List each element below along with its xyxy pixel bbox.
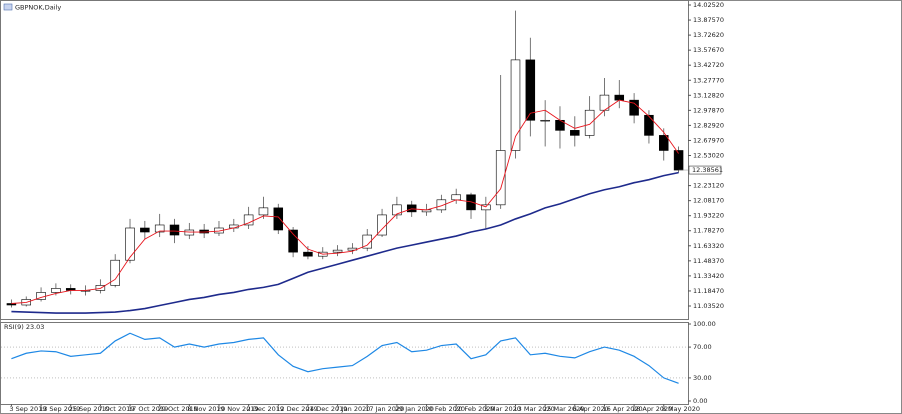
- y-tick-label: 11.03520: [693, 302, 724, 310]
- y-tick-label: 12.53020: [693, 151, 724, 159]
- y-tick-label: 13.72620: [693, 31, 724, 39]
- y-tick-label: 11.48370: [693, 257, 724, 265]
- candle-body: [466, 194, 476, 211]
- rsi-line: [11, 332, 679, 384]
- moving-average: [11, 171, 679, 314]
- candle-body: [436, 199, 447, 211]
- x-tick-label: 12 Dec 2019: [276, 405, 318, 413]
- x-tick-label: 8 Nov 2019: [187, 405, 225, 413]
- y-tick-label: 100.00: [693, 320, 716, 328]
- x-tick-label: 20 Nov 2019: [217, 405, 259, 413]
- candle-body: [584, 109, 595, 136]
- candle-body: [154, 224, 165, 233]
- x-tick-label: 24 Dec 2019: [306, 405, 348, 413]
- candle-body: [540, 119, 550, 122]
- candle-body: [644, 114, 654, 136]
- y-tick-label: 12.08170: [693, 197, 724, 205]
- x-tick-label: 6 Apr 2020: [573, 405, 609, 413]
- candle-body: [243, 214, 254, 226]
- candle-body: [495, 150, 506, 206]
- candle-body: [362, 234, 372, 249]
- candle-body: [510, 59, 521, 151]
- rsi-panel: [0, 322, 689, 405]
- x-tick-label: 3 Sep 2019: [9, 405, 46, 413]
- x-tick-label: 28 Apr 2020: [632, 405, 672, 413]
- y-tick-label: 13.12820: [693, 91, 724, 99]
- y-tick-label: 11.33420: [693, 272, 724, 280]
- y-tick-label: 11.93220: [693, 212, 724, 220]
- candle-body: [184, 229, 195, 236]
- x-tick-label: 20 Feb 2020: [454, 405, 494, 413]
- y-tick-label: 70.00: [693, 343, 712, 351]
- candle-body: [525, 59, 536, 121]
- candle-body: [570, 130, 580, 136]
- y-tick-label: 11.63320: [693, 242, 724, 250]
- x-tick-label: 3 Mar 2020: [484, 405, 521, 413]
- y-tick-label: 13.57670: [693, 46, 724, 54]
- symbol-icon: [3, 3, 13, 11]
- y-tick-label: 13.42720: [693, 61, 724, 69]
- candle-body: [288, 229, 298, 253]
- x-tick-label: 8 May 2020: [662, 405, 700, 413]
- candle-body: [614, 94, 625, 101]
- last-price-box: [688, 165, 722, 175]
- x-tick-label: 25 Sep 2019: [69, 405, 110, 413]
- candle-body: [125, 227, 135, 261]
- candle-body: [140, 227, 150, 233]
- candle-body: [303, 251, 313, 257]
- price-panel: [0, 0, 689, 320]
- candle-body: [332, 249, 343, 253]
- x-tick-label: 16 Apr 2020: [602, 405, 642, 413]
- x-tick-label: 13 Sep 2019: [39, 405, 80, 413]
- candle-body: [169, 224, 180, 236]
- y-tick-label: 12.67970: [693, 136, 724, 144]
- x-tick-label: 7 Jan 2020: [336, 405, 371, 413]
- y-tick-label: 13.27770: [693, 76, 724, 84]
- x-tick-label: 10 Feb 2020: [425, 405, 465, 413]
- y-tick-label: 12.97870: [693, 106, 724, 114]
- candle-body: [392, 204, 402, 216]
- x-tick-label: 13 Mar 2020: [514, 405, 555, 413]
- x-tick-label: 2 Dec 2019: [247, 405, 284, 413]
- rsi-title: RSI(9) 23.03: [4, 323, 44, 331]
- y-tick-label: 11.78270: [693, 227, 724, 235]
- candle-body: [451, 194, 461, 201]
- candle-body: [481, 204, 491, 211]
- x-tick-label: 17 Jan 2020: [365, 405, 404, 413]
- y-tick-label: 11.18470: [693, 287, 724, 295]
- last-price-label: 12.38561: [692, 166, 723, 174]
- y-tick-label: 14.02520: [693, 1, 724, 9]
- x-tick-label: 29 Oct 2019: [158, 405, 198, 413]
- candle-body: [258, 207, 269, 216]
- x-tick-label: 29 Jan 2020: [395, 405, 434, 413]
- y-tick-label: 30.00: [693, 374, 712, 382]
- candle-body: [659, 135, 669, 151]
- candle-body: [51, 288, 61, 293]
- x-tick-label: 25 Mar 2020: [543, 405, 584, 413]
- candle-body: [273, 207, 284, 231]
- x-tick-label: 7 Oct 2019: [98, 405, 134, 413]
- y-tick-label: 12.23120: [693, 182, 724, 190]
- x-tick-label: 17 Oct 2019: [128, 405, 168, 413]
- candle-body: [406, 204, 417, 213]
- moving-average: [11, 99, 679, 304]
- y-tick-label: 12.82920: [693, 121, 724, 129]
- y-tick-label: 13.87570: [693, 16, 724, 24]
- y-tick-label: 0.00: [693, 397, 707, 405]
- candle-body: [629, 99, 639, 116]
- chart-title: GBPNOK,Daily: [15, 4, 61, 12]
